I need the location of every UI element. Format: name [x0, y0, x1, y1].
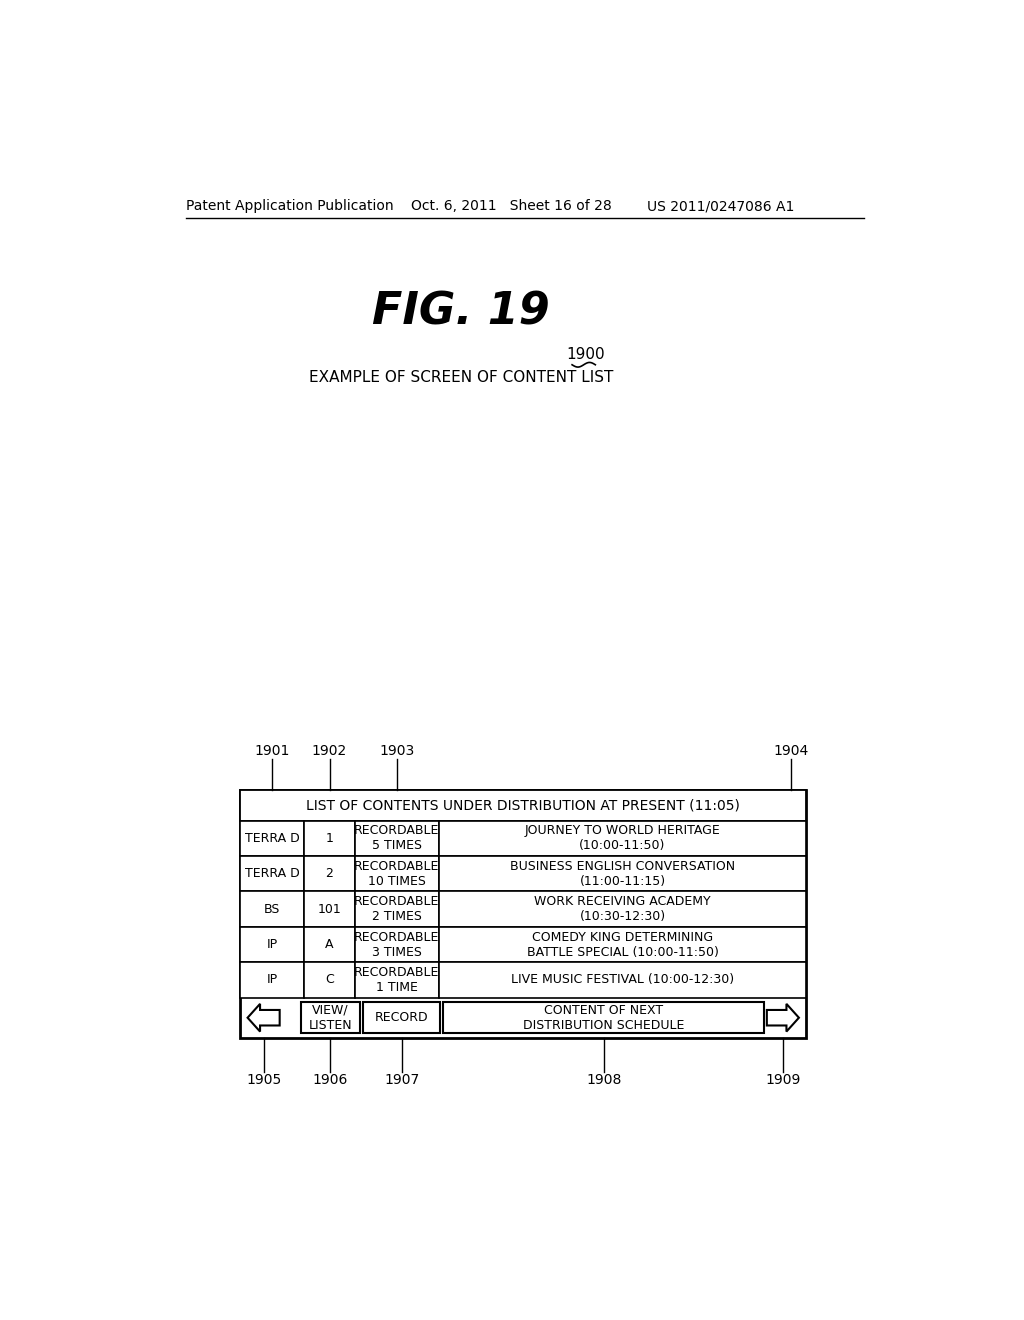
Text: IP: IP: [266, 973, 278, 986]
Text: COMEDY KING DETERMINING
BATTLE SPECIAL (10:00-11:50): COMEDY KING DETERMINING BATTLE SPECIAL (…: [526, 931, 719, 958]
Text: RECORDABLE
10 TIMES: RECORDABLE 10 TIMES: [354, 859, 439, 888]
Bar: [241, 927, 304, 962]
Text: 1900: 1900: [566, 347, 604, 362]
Polygon shape: [767, 1003, 799, 1032]
Text: VIEW/
LISTEN: VIEW/ LISTEN: [308, 1003, 352, 1032]
Text: 101: 101: [317, 903, 341, 916]
Text: Oct. 6, 2011   Sheet 16 of 28: Oct. 6, 2011 Sheet 16 of 28: [411, 199, 611, 213]
Text: RECORD: RECORD: [375, 1011, 428, 1024]
Text: RECORDABLE
1 TIME: RECORDABLE 1 TIME: [354, 966, 439, 994]
Text: FIG. 19: FIG. 19: [373, 290, 550, 334]
Text: LIST OF CONTENTS UNDER DISTRIBUTION AT PRESENT (11:05): LIST OF CONTENTS UNDER DISTRIBUTION AT P…: [306, 799, 740, 812]
Bar: [355, 962, 438, 998]
Text: EXAMPLE OF SCREEN OF CONTENT LIST: EXAMPLE OF SCREEN OF CONTENT LIST: [309, 371, 613, 385]
Bar: [355, 927, 438, 962]
Text: TERRA D: TERRA D: [245, 832, 300, 845]
Text: LIVE MUSIC FESTIVAL (10:00-12:30): LIVE MUSIC FESTIVAL (10:00-12:30): [511, 973, 734, 986]
Text: BS: BS: [264, 903, 281, 916]
Text: 1: 1: [326, 832, 334, 845]
Text: 1905: 1905: [246, 1073, 282, 1088]
Text: 1904: 1904: [773, 744, 808, 758]
Bar: [304, 821, 355, 857]
Text: Patent Application Publication: Patent Application Publication: [186, 199, 394, 213]
Text: BUSINESS ENGLISH CONVERSATION
(11:00-11:15): BUSINESS ENGLISH CONVERSATION (11:00-11:…: [510, 859, 735, 888]
Text: IP: IP: [266, 939, 278, 952]
Text: US 2011/0247086 A1: US 2011/0247086 A1: [647, 199, 795, 213]
Text: A: A: [326, 939, 334, 952]
Bar: [438, 962, 806, 998]
Text: C: C: [326, 973, 334, 986]
Text: CONTENT OF NEXT
DISTRIBUTION SCHEDULE: CONTENT OF NEXT DISTRIBUTION SCHEDULE: [523, 1003, 684, 1032]
Bar: [362, 1002, 440, 1034]
Bar: [443, 1002, 764, 1034]
Text: 1909: 1909: [765, 1073, 801, 1088]
Bar: [241, 891, 304, 927]
Bar: [241, 789, 806, 1038]
Bar: [304, 855, 355, 891]
Polygon shape: [248, 1003, 280, 1032]
Bar: [355, 821, 438, 857]
Text: RECORDABLE
2 TIMES: RECORDABLE 2 TIMES: [354, 895, 439, 923]
Text: WORK RECEIVING ACADEMY
(10:30-12:30): WORK RECEIVING ACADEMY (10:30-12:30): [535, 895, 711, 923]
Bar: [241, 962, 304, 998]
Bar: [438, 821, 806, 857]
Bar: [304, 962, 355, 998]
Text: 1901: 1901: [254, 744, 290, 758]
Bar: [355, 891, 438, 927]
Text: JOURNEY TO WORLD HERITAGE
(10:00-11:50): JOURNEY TO WORLD HERITAGE (10:00-11:50): [524, 824, 720, 853]
Text: 1906: 1906: [312, 1073, 348, 1088]
Text: RECORDABLE
3 TIMES: RECORDABLE 3 TIMES: [354, 931, 439, 958]
Bar: [241, 855, 304, 891]
Bar: [241, 821, 304, 857]
Bar: [438, 855, 806, 891]
Bar: [438, 927, 806, 962]
Text: TERRA D: TERRA D: [245, 867, 300, 880]
Bar: [355, 855, 438, 891]
Bar: [301, 1002, 359, 1034]
Text: 1902: 1902: [312, 744, 347, 758]
Bar: [438, 891, 806, 927]
Bar: [304, 927, 355, 962]
Text: 1903: 1903: [379, 744, 415, 758]
Bar: [241, 789, 806, 821]
Bar: [304, 891, 355, 927]
Text: 2: 2: [326, 867, 334, 880]
Text: 1907: 1907: [384, 1073, 419, 1088]
Text: RECORDABLE
5 TIMES: RECORDABLE 5 TIMES: [354, 824, 439, 853]
Text: 1908: 1908: [586, 1073, 622, 1088]
